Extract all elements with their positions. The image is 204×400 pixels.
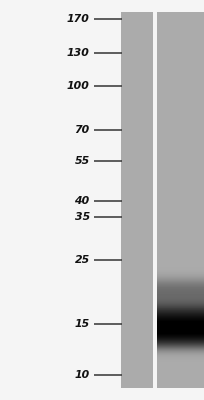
Text: 70: 70 <box>74 126 90 136</box>
Text: 170: 170 <box>67 14 90 24</box>
Text: 35: 35 <box>74 212 90 222</box>
Text: 15: 15 <box>74 319 90 329</box>
Text: 10: 10 <box>74 370 90 380</box>
Bar <box>157 12 204 388</box>
Text: 130: 130 <box>67 48 90 58</box>
Text: 25: 25 <box>74 255 90 265</box>
Bar <box>153 12 157 388</box>
Text: 55: 55 <box>74 156 90 166</box>
Bar <box>121 12 153 388</box>
Text: 40: 40 <box>74 196 90 206</box>
Text: 100: 100 <box>67 81 90 91</box>
